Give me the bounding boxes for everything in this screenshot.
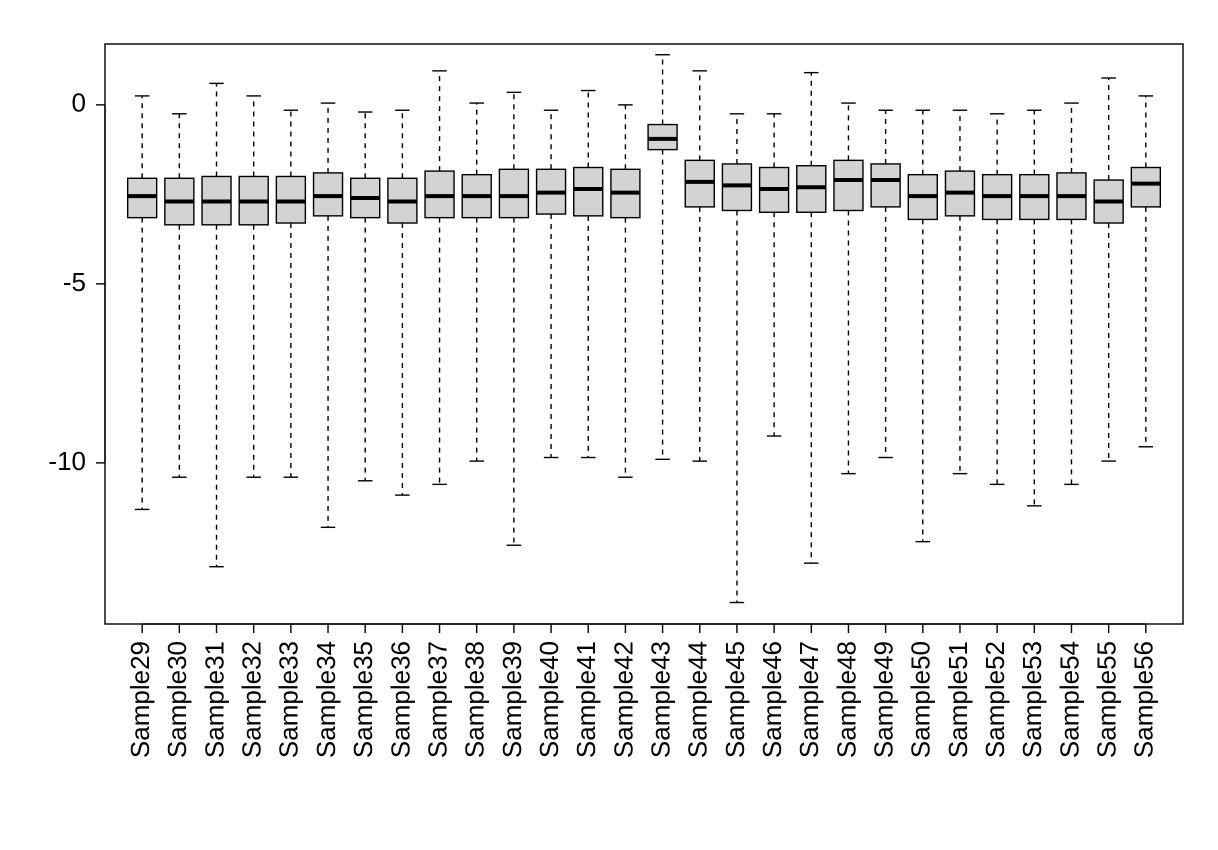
y-tick-label: -10 (48, 446, 86, 476)
x-tick-label: Sample43 (645, 641, 675, 758)
x-tick-label: Sample56 (1129, 641, 1159, 758)
x-tick-label: Sample29 (125, 641, 155, 758)
x-tick-label: Sample50 (906, 641, 936, 758)
boxplot-chart: -10-50Sample29Sample30Sample31Sample32Sa… (0, 0, 1218, 850)
x-tick-label: Sample49 (868, 641, 898, 758)
x-tick-label: Sample35 (348, 641, 378, 758)
x-tick-label: Sample54 (1054, 641, 1084, 758)
x-tick-label: Sample41 (571, 641, 601, 758)
x-tick-label: Sample48 (831, 641, 861, 758)
x-tick-label: Sample33 (274, 641, 304, 758)
x-tick-label: Sample55 (1092, 641, 1122, 758)
box-rect (574, 168, 603, 216)
y-tick-label: 0 (72, 88, 86, 118)
box-rect (871, 164, 900, 207)
x-tick-label: Sample34 (311, 641, 341, 758)
box-rect (1131, 168, 1160, 207)
x-tick-label: Sample39 (497, 641, 527, 758)
x-tick-label: Sample47 (794, 641, 824, 758)
x-tick-label: Sample31 (199, 641, 229, 758)
x-tick-label: Sample42 (608, 641, 638, 758)
x-tick-label: Sample36 (385, 641, 415, 758)
x-tick-label: Sample45 (720, 641, 750, 758)
x-tick-label: Sample37 (422, 641, 452, 758)
x-tick-label: Sample38 (460, 641, 490, 758)
x-tick-label: Sample40 (534, 641, 564, 758)
x-tick-label: Sample51 (943, 641, 973, 758)
x-tick-label: Sample32 (237, 641, 267, 758)
x-tick-label: Sample52 (980, 641, 1010, 758)
y-tick-label: -5 (63, 267, 86, 297)
box-rect (834, 160, 863, 210)
x-tick-label: Sample53 (1017, 641, 1047, 758)
box-rect (499, 169, 528, 217)
x-tick-label: Sample30 (162, 641, 192, 758)
x-tick-label: Sample44 (683, 641, 713, 758)
x-tick-label: Sample46 (757, 641, 787, 758)
